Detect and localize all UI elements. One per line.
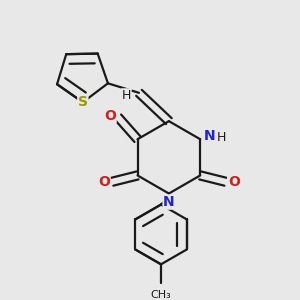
Text: O: O [98, 175, 110, 189]
Text: CH₃: CH₃ [151, 290, 171, 300]
Text: H: H [217, 131, 226, 144]
Text: O: O [228, 175, 240, 189]
Text: O: O [104, 109, 116, 123]
Text: N: N [204, 129, 216, 143]
Text: N: N [163, 195, 175, 209]
Text: H: H [122, 89, 131, 102]
Text: S: S [78, 95, 88, 109]
